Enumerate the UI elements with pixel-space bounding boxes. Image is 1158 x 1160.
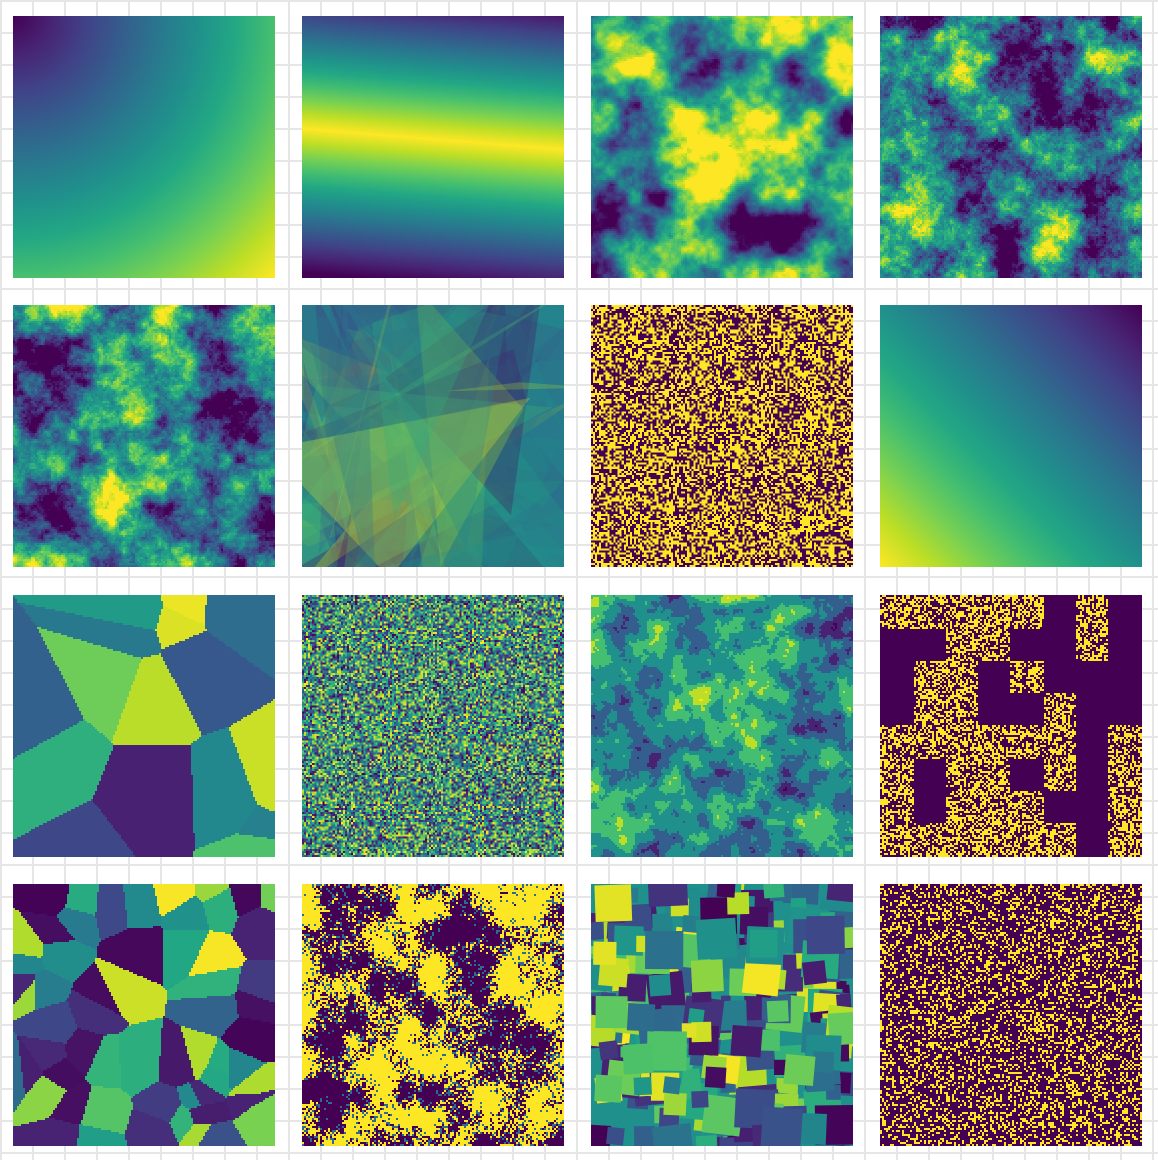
panel-linear-gradient xyxy=(880,305,1142,567)
panel-translucent-shards xyxy=(302,305,564,567)
panel-rotated-squares xyxy=(591,884,853,1146)
panel-oblique-band xyxy=(302,16,564,278)
panel-voronoi-small xyxy=(13,884,275,1146)
panel-voronoi-large xyxy=(13,595,275,857)
panel-blocks-binary-noise xyxy=(880,595,1142,857)
panel-rough-noise xyxy=(880,16,1142,278)
panel-irregular-patches xyxy=(591,595,853,857)
panel-binary-noise xyxy=(591,305,853,567)
panel-noise-dark-spots xyxy=(13,305,275,567)
panel-radial-gradient xyxy=(13,16,275,278)
panel-multilevel-noise xyxy=(302,595,564,857)
panel-sparse-binary xyxy=(880,884,1142,1146)
panel-clustered-binary xyxy=(302,884,564,1146)
panel-smooth-noise xyxy=(591,16,853,278)
